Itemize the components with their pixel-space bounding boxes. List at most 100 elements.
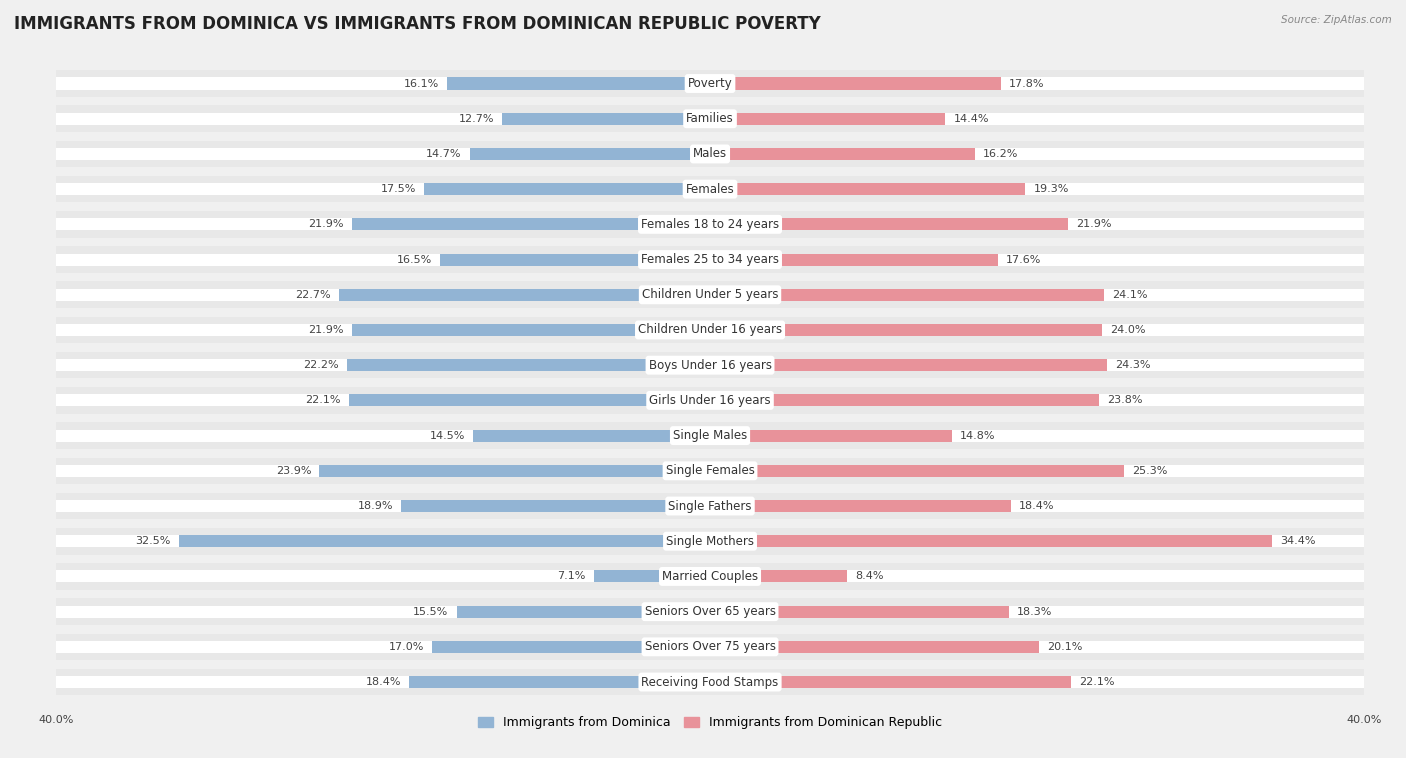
Bar [710,641,1039,653]
Bar [710,253,998,265]
Bar [56,493,1364,519]
Text: Children Under 5 years: Children Under 5 years [641,288,779,301]
Bar [710,570,848,582]
Text: 18.9%: 18.9% [357,501,392,511]
Text: Single Females: Single Females [665,465,755,478]
Text: Seniors Over 75 years: Seniors Over 75 years [644,641,776,653]
Text: 20.1%: 20.1% [1046,642,1083,652]
Bar [56,281,1364,308]
Text: 21.9%: 21.9% [1076,219,1112,230]
Bar [56,422,1364,449]
Bar [710,606,1010,618]
Text: Seniors Over 65 years: Seniors Over 65 years [644,605,776,618]
Bar [457,606,710,618]
Bar [710,535,1272,547]
Bar [447,77,710,89]
Text: 22.1%: 22.1% [305,396,340,406]
Text: 14.5%: 14.5% [429,431,465,440]
Text: Source: ZipAtlas.com: Source: ZipAtlas.com [1281,15,1392,25]
Bar [710,500,1011,512]
Text: 8.4%: 8.4% [855,572,884,581]
Text: 17.8%: 17.8% [1010,79,1045,89]
Text: Single Fathers: Single Fathers [668,500,752,512]
Bar [593,570,710,582]
Text: Girls Under 16 years: Girls Under 16 years [650,394,770,407]
Text: Families: Families [686,112,734,125]
Bar [56,218,1364,230]
Text: 22.2%: 22.2% [304,360,339,370]
Bar [56,634,1364,660]
Text: Children Under 16 years: Children Under 16 years [638,324,782,337]
Bar [56,289,1364,301]
Bar [425,183,710,196]
Bar [710,324,1102,336]
Bar [56,77,1364,89]
Text: 23.8%: 23.8% [1107,396,1143,406]
Text: Females: Females [686,183,734,196]
Bar [710,77,1001,89]
Text: 32.5%: 32.5% [135,536,170,547]
Bar [710,676,1071,688]
Bar [56,676,1364,688]
Text: Females 18 to 24 years: Females 18 to 24 years [641,218,779,231]
Bar [710,148,974,160]
Text: Single Mothers: Single Mothers [666,534,754,548]
Bar [56,430,1364,442]
Text: 18.4%: 18.4% [1019,501,1054,511]
Bar [349,394,710,406]
Text: 21.9%: 21.9% [308,219,344,230]
Bar [347,359,710,371]
Bar [352,218,710,230]
Bar [710,394,1099,406]
Text: 18.4%: 18.4% [366,677,401,687]
Bar [470,148,710,160]
Legend: Immigrants from Dominica, Immigrants from Dominican Republic: Immigrants from Dominica, Immigrants fro… [474,711,946,735]
Bar [56,528,1364,555]
Bar [56,563,1364,590]
Text: 12.7%: 12.7% [458,114,495,124]
Text: IMMIGRANTS FROM DOMINICA VS IMMIGRANTS FROM DOMINICAN REPUBLIC POVERTY: IMMIGRANTS FROM DOMINICA VS IMMIGRANTS F… [14,15,821,33]
Bar [56,352,1364,378]
Text: 14.7%: 14.7% [426,149,461,159]
Bar [56,70,1364,97]
Bar [56,317,1364,343]
Bar [710,430,952,442]
Text: Boys Under 16 years: Boys Under 16 years [648,359,772,371]
Text: 15.5%: 15.5% [413,606,449,617]
Text: 19.3%: 19.3% [1033,184,1069,194]
Bar [56,148,1364,160]
Bar [472,430,710,442]
Bar [409,676,710,688]
Text: 17.0%: 17.0% [388,642,425,652]
Bar [56,246,1364,273]
Text: Males: Males [693,148,727,161]
Bar [56,458,1364,484]
Text: Single Males: Single Males [673,429,747,442]
Bar [56,253,1364,265]
Text: 24.3%: 24.3% [1115,360,1152,370]
Bar [56,387,1364,414]
Text: 24.1%: 24.1% [1112,290,1147,299]
Bar [56,570,1364,582]
Bar [56,535,1364,547]
Bar [710,359,1107,371]
Text: 24.0%: 24.0% [1111,325,1146,335]
Bar [352,324,710,336]
Bar [56,394,1364,406]
Text: 25.3%: 25.3% [1132,466,1167,476]
Bar [710,465,1123,477]
Text: 17.6%: 17.6% [1005,255,1042,265]
Text: 17.5%: 17.5% [381,184,416,194]
Bar [56,113,1364,125]
Bar [440,253,710,265]
Text: 14.8%: 14.8% [960,431,995,440]
Bar [56,465,1364,477]
Bar [179,535,710,547]
Bar [319,465,710,477]
Bar [56,211,1364,238]
Bar [56,183,1364,196]
Bar [56,105,1364,132]
Bar [339,289,710,301]
Bar [56,598,1364,625]
Text: Receiving Food Stamps: Receiving Food Stamps [641,675,779,688]
